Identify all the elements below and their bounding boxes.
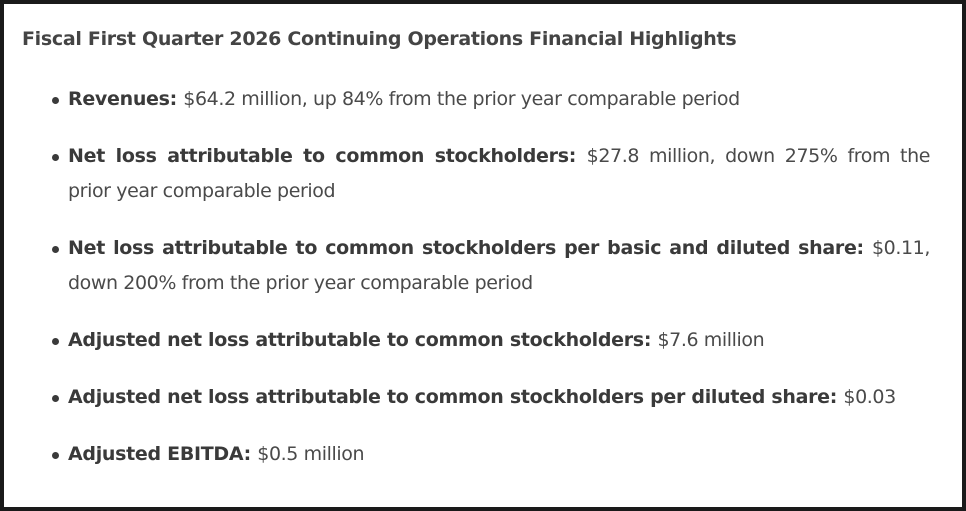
highlight-value: $64.2 million, up 84% from the prior yea…	[183, 88, 740, 110]
highlight-label: Adjusted EBITDA:	[68, 443, 258, 465]
highlight-label: Revenues:	[68, 88, 184, 110]
highlight-label: Adjusted net loss attributable to common…	[68, 329, 658, 351]
bullet-icon	[52, 154, 59, 161]
highlight-item-net-loss: Net loss attributable to common stockhol…	[52, 139, 930, 209]
bullet-icon	[52, 452, 59, 459]
bullet-icon	[52, 395, 59, 402]
highlight-label: Adjusted net loss attributable to common…	[68, 386, 844, 408]
section-heading: Fiscal First Quarter 2026 Continuing Ope…	[22, 28, 737, 50]
highlight-value: $0.11, down 200% from the prior year com…	[68, 237, 930, 294]
bullet-icon	[52, 97, 59, 104]
highlight-value: $0.5 million	[257, 443, 365, 465]
highlight-value: $7.6 million	[657, 329, 765, 351]
highlight-label: Net loss attributable to common stockhol…	[68, 145, 587, 167]
highlight-item-adjusted-net-loss: Adjusted net loss attributable to common…	[52, 323, 930, 358]
highlight-item-net-loss-per-share: Net loss attributable to common stockhol…	[52, 231, 930, 301]
highlight-item-adjusted-ebitda: Adjusted EBITDA: $0.5 million	[52, 437, 930, 472]
highlight-item-adjusted-net-loss-per-share: Adjusted net loss attributable to common…	[52, 380, 930, 415]
bullet-icon	[52, 338, 59, 345]
highlight-item-revenues: Revenues: $64.2 million, up 84% from the…	[52, 82, 930, 117]
highlight-label: Net loss attributable to common stockhol…	[68, 237, 872, 259]
highlight-value: $0.03	[843, 386, 896, 408]
bullet-icon	[52, 246, 59, 253]
highlights-list: Revenues: $64.2 million, up 84% from the…	[52, 82, 930, 472]
highlight-value: $27.8 million, down 275% from the prior …	[68, 145, 931, 202]
